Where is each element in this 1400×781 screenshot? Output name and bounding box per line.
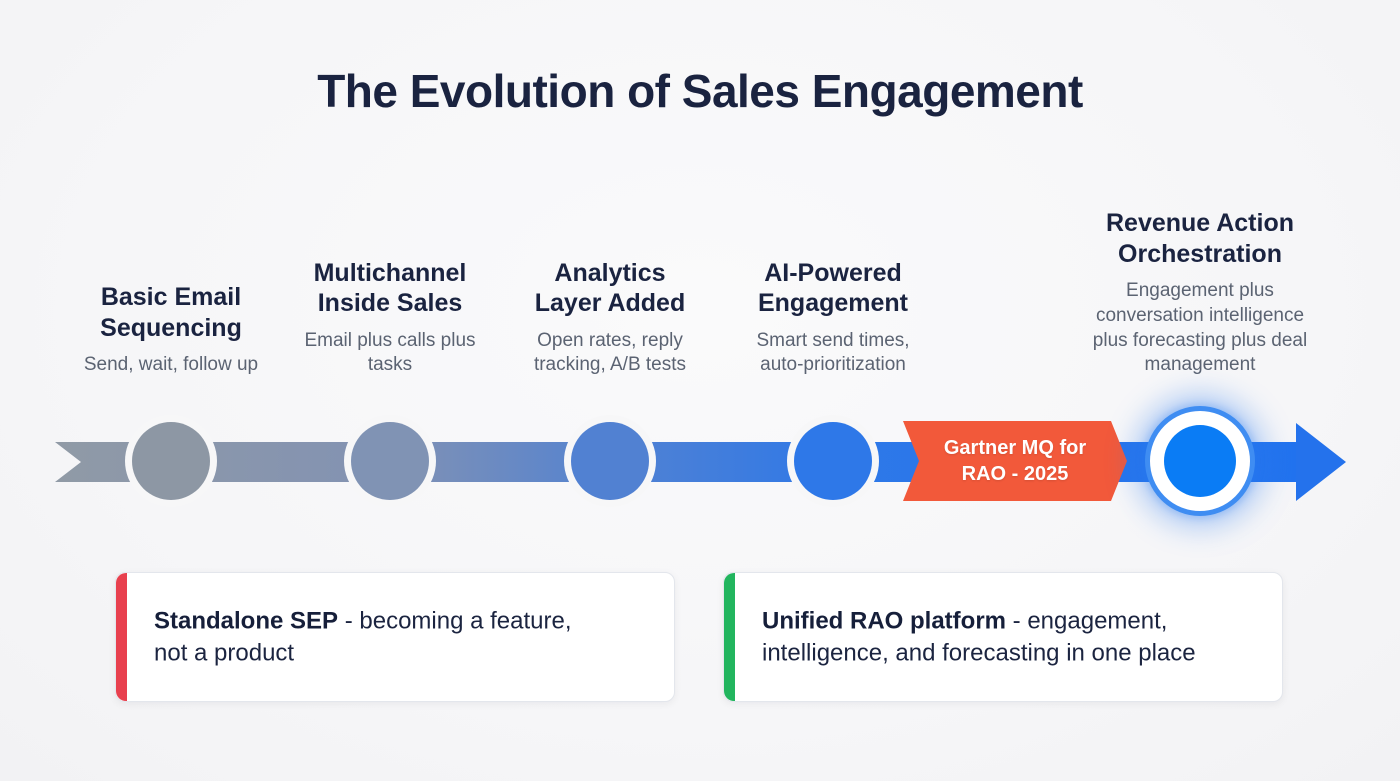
stage-column-ai-powered: AI-Powered Engagement Smart send times, … (733, 200, 933, 378)
stage-title: Analytics Layer Added (534, 258, 686, 318)
stage-column-analytics: Analytics Layer Added Open rates, reply … (510, 200, 710, 378)
stage-column-multichannel: Multichannel Inside Sales Email plus cal… (290, 200, 490, 378)
callout-accent-bar-red (116, 573, 127, 701)
callout-accent-bar-green (724, 573, 735, 701)
timeline-dot-rao (1164, 425, 1236, 497)
timeline-arrowhead-icon (1296, 423, 1346, 501)
callout-rest: - becoming a feature, (338, 607, 572, 635)
callout-rest: - engagement, (1006, 607, 1168, 635)
stage-title: AI-Powered Engagement (757, 258, 909, 318)
gartner-mq-badge: Gartner MQ for RAO - 2025 (903, 421, 1127, 501)
stage-description: Engagement plus conversation intelligenc… (1092, 280, 1308, 376)
callout-lead: Standalone SEP (154, 607, 339, 635)
callout-card-standalone-sep: Standalone SEP - becoming a feature, not… (115, 572, 675, 702)
timeline-dot-multichannel (351, 422, 429, 500)
callout-lead: Unified RAO platform (762, 607, 1006, 635)
stage-title: Multichannel Inside Sales (313, 258, 467, 318)
stage-description: Send, wait, follow up (83, 354, 259, 376)
callout-line2: intelligence, and forecasting in one pla… (762, 639, 1196, 666)
stage-column-rao: Revenue Action Orchestration Engagement … (1075, 200, 1325, 378)
stage-title: Revenue Action Orchestration (1105, 209, 1294, 268)
timeline-dot-ai-powered (794, 422, 872, 500)
callout-line2: not a product (154, 639, 295, 666)
callout-text: Standalone SEP - becoming a feature, not… (154, 605, 648, 668)
stage-description: Smart send times, auto-prioritization (756, 329, 910, 376)
gartner-mq-badge-label: Gartner MQ for RAO - 2025 (943, 437, 1087, 485)
stage-title: Basic Email Sequencing (100, 283, 242, 342)
stage-column-basic-email: Basic Email Sequencing Send, wait, follo… (71, 200, 271, 378)
callout-card-unified-rao: Unified RAO platform - engagement, intel… (723, 572, 1283, 702)
stage-description: Open rates, reply tracking, A/B tests (533, 329, 687, 376)
timeline-dot-analytics (571, 422, 649, 500)
stage-description: Email plus calls plus tasks (304, 329, 476, 376)
milestone-ring-rao (1145, 406, 1255, 516)
page-title: The Evolution of Sales Engagement (317, 65, 1083, 117)
timeline-dot-basic-email (132, 422, 210, 500)
callout-text: Unified RAO platform - engagement, intel… (762, 605, 1256, 668)
